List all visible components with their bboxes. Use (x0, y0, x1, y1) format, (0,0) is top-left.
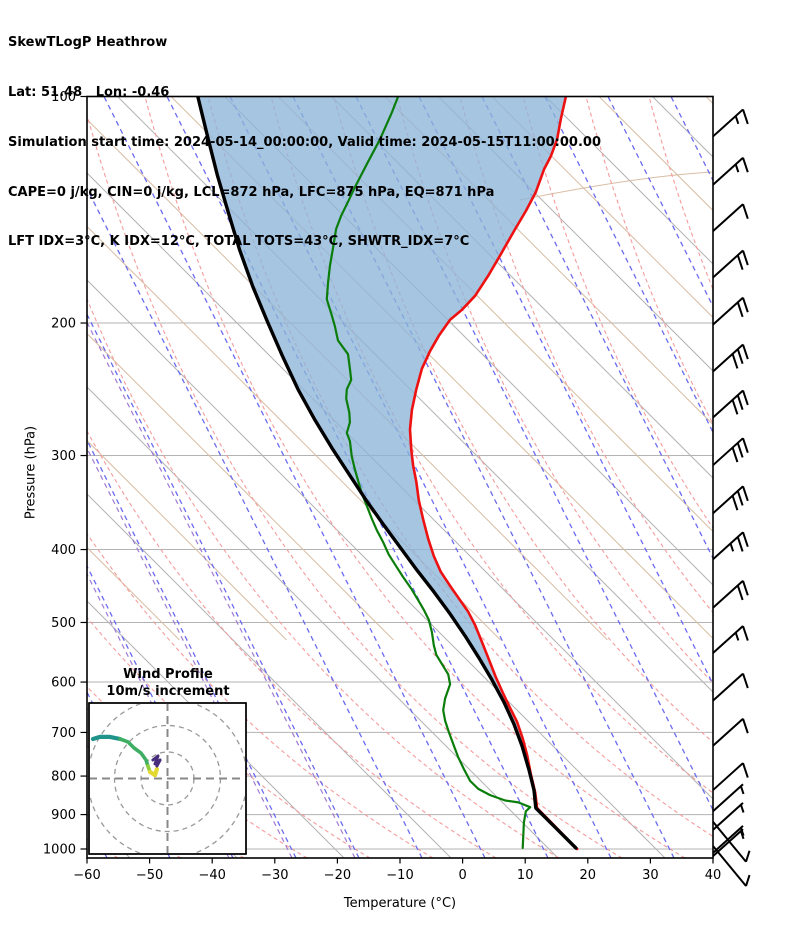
svg-text:−20: −20 (324, 868, 351, 883)
sim-time-line: Simulation start time: 2024-05-14_00:00:… (8, 134, 601, 150)
indices-line: LFT IDX=3°C, K IDX=12°C, TOTAL TOTS=43°C… (8, 234, 470, 250)
svg-text:10: 10 (517, 868, 534, 883)
svg-text:−30: −30 (261, 868, 288, 883)
hodograph-title-line1: Wind Profile (123, 667, 213, 682)
svg-text:500: 500 (51, 616, 76, 631)
wind-barb (712, 580, 749, 609)
wind-barb (712, 485, 749, 515)
wind-barb (712, 762, 749, 791)
svg-text:1000: 1000 (43, 843, 76, 858)
lat-lon-line: Lat: 51.48 Lon: -0.46 (8, 84, 170, 100)
wind-barb (712, 531, 749, 560)
header: SkewTLogP Heathrow Lat: 51.48 Lon: -0.46… (8, 2, 601, 284)
wind-barb (712, 296, 749, 326)
wind-barb (712, 625, 749, 654)
svg-text:200: 200 (51, 317, 76, 332)
cape-cin-line: CAPE=0 j/kg, CIN=0 j/kg, LCL=872 hPa, LF… (8, 184, 495, 200)
wind-barb (712, 825, 745, 854)
hodograph-content (89, 703, 246, 854)
svg-text:−50: −50 (136, 868, 163, 883)
svg-text:800: 800 (51, 770, 76, 785)
wind-barb (712, 437, 749, 466)
wind-barb (712, 108, 749, 138)
wind-barb (712, 672, 749, 702)
svg-text:400: 400 (51, 543, 76, 558)
hodograph-inset (88, 702, 247, 855)
hodograph-title: Wind Profile 10m/s increment (77, 666, 259, 700)
svg-text:40: 40 (705, 868, 722, 883)
wind-barb (712, 249, 749, 279)
svg-text:−40: −40 (198, 868, 225, 883)
svg-text:−10: −10 (386, 868, 413, 883)
svg-text:900: 900 (51, 808, 76, 823)
wind-barb (712, 845, 751, 887)
wind-barb (712, 203, 749, 232)
wind-barb (712, 389, 749, 419)
svg-text:600: 600 (51, 676, 76, 691)
wind-barb (712, 802, 745, 831)
svg-text:20: 20 (580, 868, 597, 883)
stability-shaded-area (197, 96, 566, 808)
parcel-line (196, 96, 578, 850)
wind-barbs (712, 108, 751, 887)
hodograph-trace (90, 734, 162, 778)
wind-barb (712, 828, 745, 857)
x-axis-ticks: −60 −50 −40 −30 −20 −10 0 10 20 30 40 (73, 858, 721, 883)
y-axis-label: Pressure (hPa) (23, 425, 39, 520)
svg-text:300: 300 (51, 449, 76, 464)
wind-barb (712, 783, 745, 813)
purple-dashed-lines (87, 321, 356, 858)
svg-text:−60: −60 (73, 868, 100, 883)
temperature-line (408, 96, 579, 851)
chart-title: SkewTLogP Heathrow (8, 35, 168, 51)
wind-barb (712, 343, 749, 373)
dewpoint-line (325, 96, 532, 850)
x-axis-label: Temperature (°C) (343, 896, 457, 911)
svg-text:700: 700 (51, 726, 76, 741)
svg-text:0: 0 (458, 868, 466, 883)
wind-barb (712, 717, 749, 747)
profile-lines (196, 96, 579, 851)
svg-text:30: 30 (642, 868, 659, 883)
svg-text:100: 100 (51, 90, 76, 105)
hodograph-title-line2: 10m/s increment (106, 684, 230, 699)
y-axis-ticks: 100 200 300 400 500 600 700 800 900 1000 (43, 90, 87, 858)
wind-barb (712, 157, 749, 186)
